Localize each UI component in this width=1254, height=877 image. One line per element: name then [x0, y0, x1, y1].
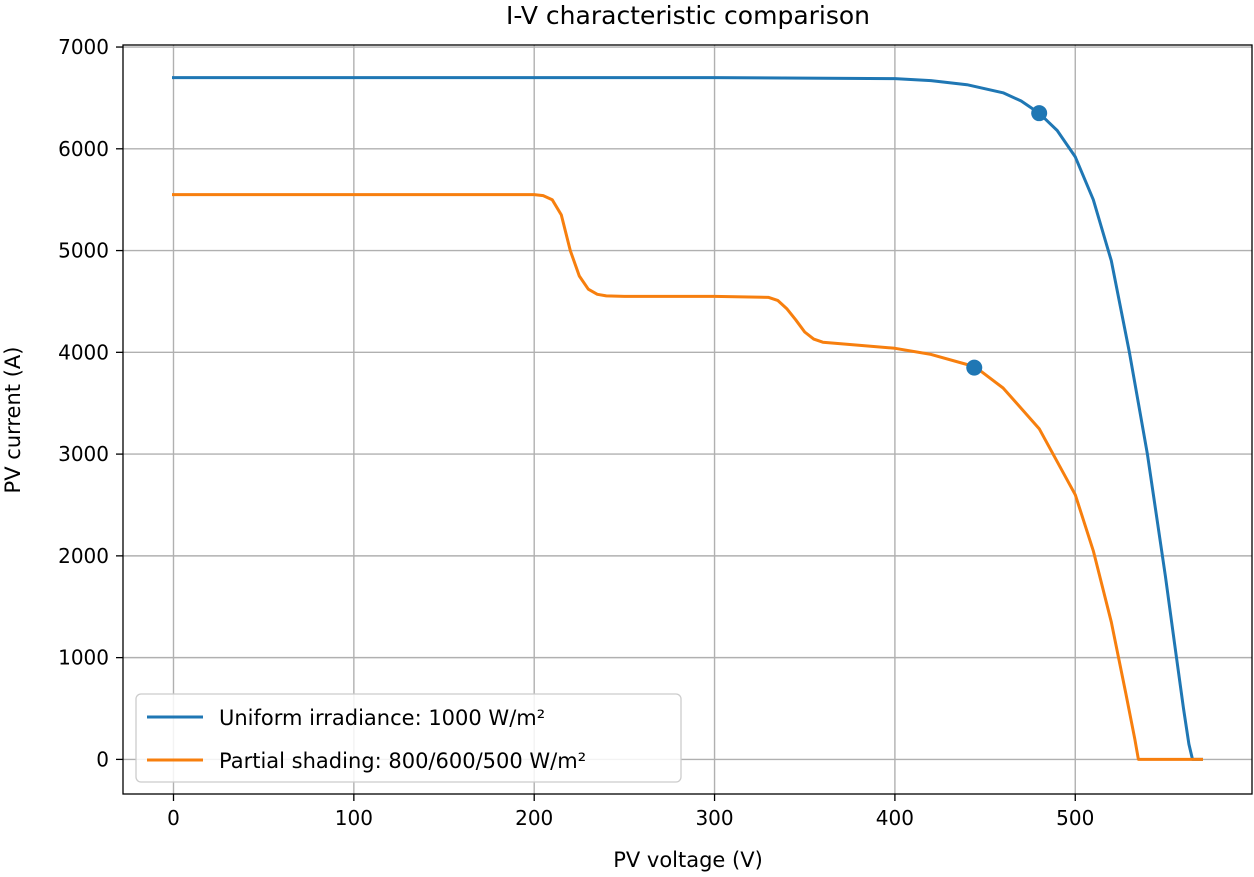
series-line-1: [172, 76, 1203, 761]
y-axis: 0 1000 2000 3000 4000 5000 6000 7000: [58, 35, 123, 771]
marker-layer: [966, 105, 1048, 376]
y-tick-label: 3000: [58, 442, 109, 466]
x-tick-label: 0: [167, 806, 180, 830]
series-line-2: [172, 193, 1203, 761]
x-axis: 0 100 200 300 400 500: [167, 794, 1094, 830]
x-tick-label: 500: [1056, 806, 1094, 830]
legend-label-2: Partial shading: 800/600/500 W/m²: [219, 749, 586, 773]
legend: Uniform irradiance: 1000 W/m² Partial sha…: [135, 693, 682, 783]
x-tick-label: 400: [876, 806, 914, 830]
legend-box: [135, 693, 682, 783]
x-axis-label: PV voltage (V): [613, 848, 763, 872]
y-tick-label: 1000: [58, 646, 109, 670]
y-tick-label: 6000: [58, 137, 109, 161]
mpp-marker-2: [966, 359, 983, 376]
y-tick-label: 2000: [58, 544, 109, 568]
grid: [123, 45, 1252, 794]
y-tick-label: 4000: [58, 340, 109, 364]
y-tick-label: 7000: [58, 35, 109, 59]
y-tick-label: 0: [96, 747, 109, 771]
y-axis-label: PV current (A): [1, 347, 25, 494]
x-tick-label: 300: [695, 806, 733, 830]
legend-label-1: Uniform irradiance: 1000 W/m²: [219, 706, 545, 730]
x-tick-label: 200: [515, 806, 553, 830]
y-tick-label: 5000: [58, 239, 109, 263]
chart-title: I-V characteristic comparison: [506, 1, 870, 30]
x-tick-label: 100: [335, 806, 373, 830]
mpp-marker-1: [1031, 105, 1048, 122]
series-layer: [172, 76, 1203, 761]
plot-frame: [122, 44, 1253, 795]
